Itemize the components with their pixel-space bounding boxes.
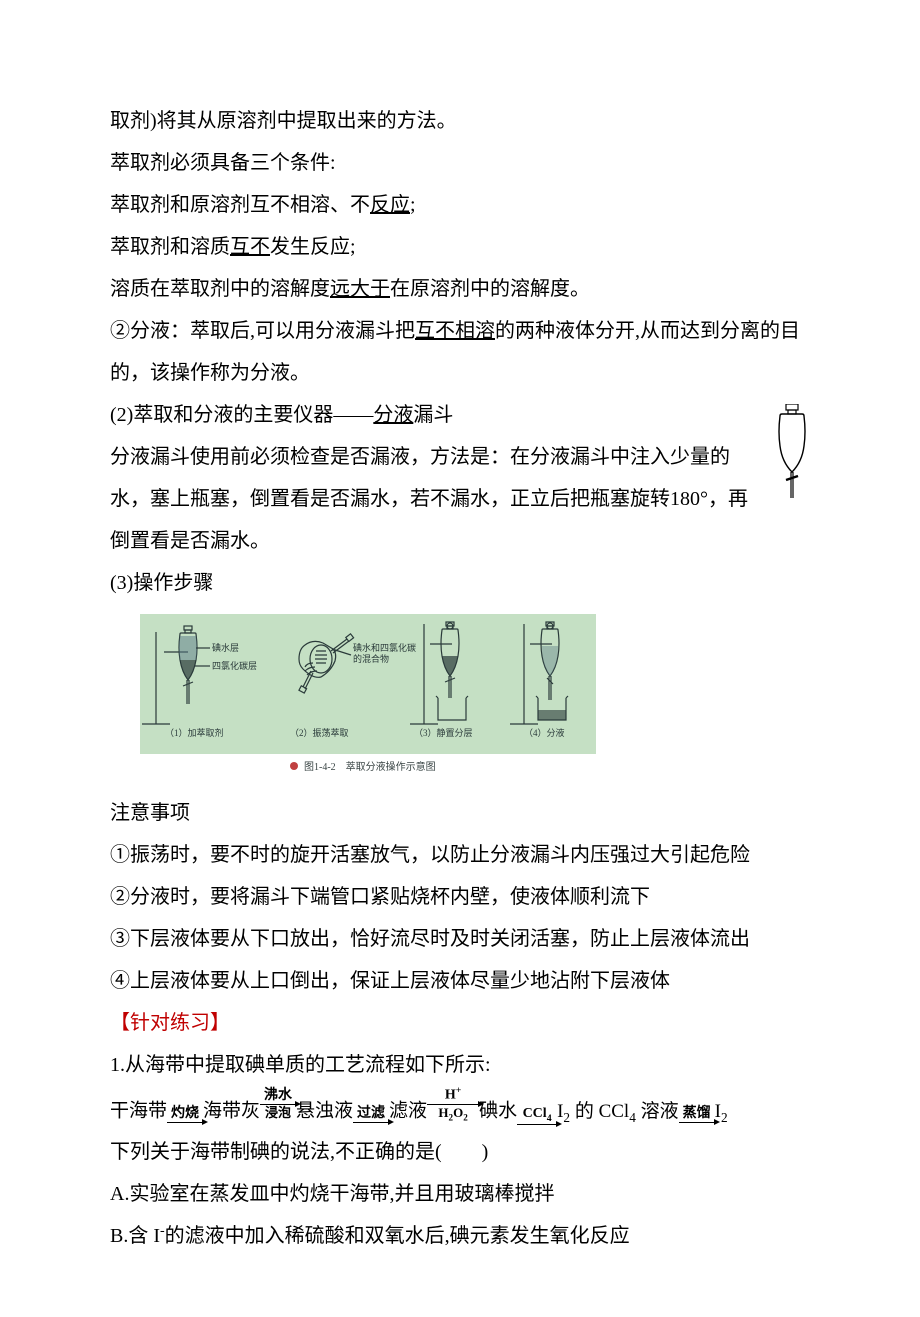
text-line: ②分液：萃取后,可以用分液漏斗把互不相溶的两种液体分开,从而达到分离的目的，该操… [110,310,810,394]
option-b: B.含 I-的滤液中加入稀硫酸和双氧水后,碘元素发生氧化反应 [110,1215,810,1257]
flow-text: I2 的 CCl4 溶液 [557,1101,679,1122]
text: 发生反应; [270,236,356,258]
svg-text:图1-4-2 萃取分液操作示意图: 图1-4-2 萃取分液操作示意图 [304,760,436,773]
svg-text:（1）加萃取剂: （1）加萃取剂 [165,727,224,738]
flow-text: 海带灰 [203,1101,260,1122]
flow-text: 碘水 [479,1101,517,1122]
text: (2)萃取和分液的主要仪器—— [110,404,373,426]
question-text: 1.从海带中提取碘单质的工艺流程如下所示: [110,1044,810,1086]
text: ②分液：萃取后,可以用分液漏斗把 [110,320,415,342]
notes-head: 注意事项 [110,792,810,834]
svg-text:的混合物: 的混合物 [353,653,389,664]
underline-text: 互不相溶 [415,320,495,342]
text: 漏斗 [413,404,453,426]
flow-text: 干海带 [110,1101,167,1122]
text-line: (3)操作步骤 [110,562,810,604]
text: 萃取剂和溶质 [110,236,230,258]
text-line: 萃取剂和原溶剂互不相溶、不反应; [110,184,810,226]
arrow-icon: 过滤 [353,1107,389,1123]
text-line: 萃取剂和溶质互不发生反应; [110,226,810,268]
arrow-icon: 灼烧 [167,1107,203,1123]
flow-diagram: 干海带灼烧海带灰沸水浸泡悬浊液过滤滤液H+H2O2碘水CCl4I2 的 CCl4… [110,1086,810,1131]
svg-text:（4）分液: （4）分液 [524,727,565,738]
arrow-icon: H+H2O2 [427,1086,479,1122]
flow-text: 悬浊液 [296,1101,353,1122]
svg-text:碘水和四氯化碳: 碘水和四氯化碳 [353,642,416,653]
underline-text: 互不 [230,236,270,258]
text-line: 溶质在萃取剂中的溶解度远大于在原溶剂中的溶解度。 [110,268,810,310]
note-item: ②分液时，要将漏斗下端管口紧贴烧杯内壁，使液体顺利流下 [110,876,810,918]
note-item: ①振荡时，要不时的旋开活塞放气，以防止分液漏斗内压强过大引起危险 [110,834,810,876]
funnel-icon [774,404,810,502]
practice-head: 【针对练习】 [110,1002,810,1044]
arrow-icon: 蒸馏 [679,1107,715,1123]
underline-text: 远大于 [330,278,390,300]
svg-text:（2）振荡萃取: （2）振荡萃取 [290,727,349,738]
svg-text:（3）静置分层: （3）静置分层 [414,727,473,738]
text: 在原溶剂中的溶解度。 [390,278,590,300]
note-item: ③下层液体要从下口放出，恰好流尽时及时关闭活塞，防止上层液体流出 [110,918,810,960]
question-tail: 下列关于海带制碘的说法,不正确的是( ) [110,1131,810,1173]
option-a: A.实验室在蒸发皿中灼烧干海带,并且用玻璃棒搅拌 [110,1173,810,1215]
underline-text: 分液 [373,404,413,426]
text-line: 分液漏斗使用前必须检查是否漏液，方法是：在分液漏斗中注入少量的水，塞上瓶塞，倒置… [110,436,810,562]
text-line: (2)萃取和分液的主要仪器——分液漏斗 [110,394,810,436]
underline-text: 反应 [370,194,410,216]
flow-text: 滤液 [389,1101,427,1122]
svg-text:碘水层: 碘水层 [212,642,239,653]
text-line: 取剂)将其从原溶剂中提取出来的方法。 [110,100,810,142]
text: 萃取剂和原溶剂互不相溶、不 [110,194,370,216]
text: ; [410,194,416,216]
extraction-diagram: 碘水层 四氯化碳层 （1）加萃取剂 碘水和四氯化碳 的混合物 （2）振荡萃取 [140,614,596,782]
text: 溶质在萃取剂中的溶解度 [110,278,330,300]
note-item: ④上层液体要从上口倒出，保证上层液体尽量少地沾附下层液体 [110,960,810,1002]
svg-text:四氯化碳层: 四氯化碳层 [212,660,257,671]
arrow-icon: CCl4 [517,1107,557,1126]
arrow-icon: 沸水浸泡 [260,1089,296,1119]
text-line: 萃取剂必须具备三个条件: [110,142,810,184]
